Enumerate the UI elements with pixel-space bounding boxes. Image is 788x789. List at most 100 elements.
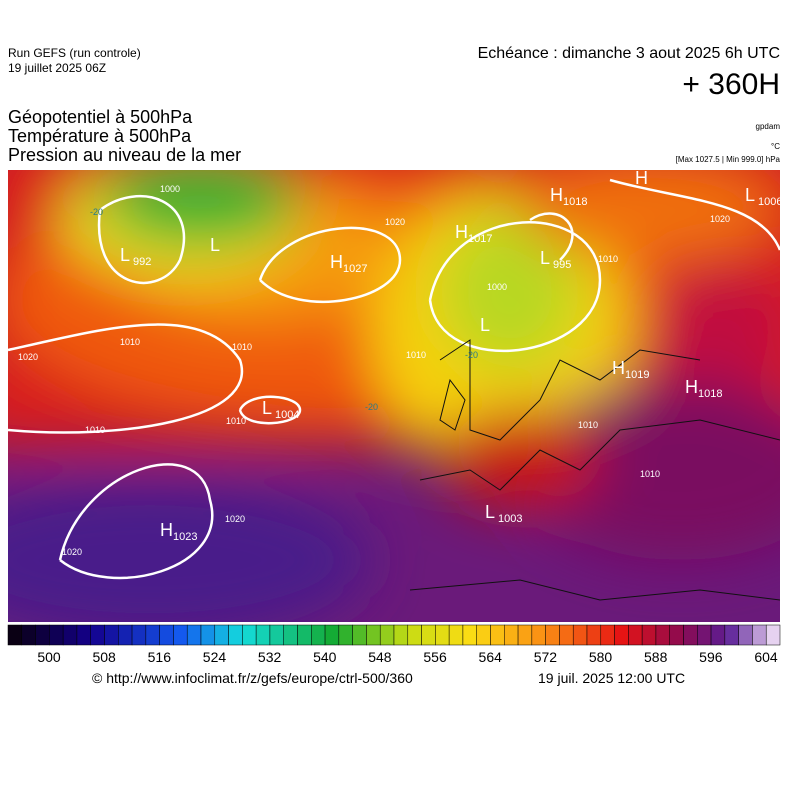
colorbar-swatch bbox=[21, 624, 36, 646]
colorbar-swatch bbox=[710, 624, 726, 646]
center-value: 992 bbox=[133, 256, 151, 268]
center-symbol: H bbox=[685, 377, 698, 397]
colorbar-swatch bbox=[724, 624, 739, 646]
colorbar-tick-label: 588 bbox=[644, 649, 668, 665]
colorbar-swatch bbox=[531, 624, 546, 646]
contour-label: 1020 bbox=[225, 514, 245, 524]
colorbar-swatch bbox=[131, 624, 147, 646]
colorbar-tick-label: 516 bbox=[148, 649, 172, 665]
colorbar-swatch bbox=[311, 624, 326, 646]
colorbar-swatch bbox=[104, 624, 119, 646]
colorbar-swatch bbox=[697, 624, 712, 646]
colorbar-swatch bbox=[338, 624, 353, 646]
unit: gpdam bbox=[755, 122, 780, 131]
coastlines bbox=[409, 339, 780, 601]
colorbar-tick-label: 548 bbox=[368, 649, 392, 665]
colorbar-swatch bbox=[214, 624, 229, 646]
colorbar-swatch bbox=[490, 624, 505, 646]
contour-label: 1000 bbox=[160, 184, 180, 194]
center-value: 995 bbox=[553, 259, 571, 271]
colorbar-swatch bbox=[738, 624, 753, 646]
colorbar-tick-label: 556 bbox=[423, 649, 447, 665]
colorbar-swatch bbox=[242, 624, 257, 646]
colorbar-tick-label: 524 bbox=[203, 649, 227, 665]
colorbar-tick-label: 508 bbox=[92, 649, 116, 665]
center-symbol: H bbox=[550, 185, 563, 205]
contour-label: 1000 bbox=[487, 282, 507, 292]
center-value: 1023 bbox=[173, 531, 197, 543]
center-symbol: L bbox=[745, 185, 755, 205]
colorbar-swatch bbox=[683, 624, 698, 646]
contour-label: -20 bbox=[90, 207, 103, 217]
colorbar-swatch bbox=[352, 624, 367, 646]
colorbar-swatch bbox=[765, 624, 781, 646]
colorbar-swatch bbox=[76, 624, 91, 646]
colorbar-swatch bbox=[628, 624, 643, 646]
colorbar-swatch bbox=[559, 624, 574, 646]
colorbar-swatch bbox=[297, 624, 312, 646]
center-symbol: L bbox=[540, 248, 550, 268]
contour-label: 1010 bbox=[640, 469, 660, 479]
field: Pression au niveau de la mer bbox=[8, 145, 242, 165]
colorbar-tick-label: 596 bbox=[699, 649, 723, 665]
colorbar-swatch bbox=[572, 624, 588, 646]
center-symbol: L bbox=[120, 245, 130, 265]
colorbar-swatch bbox=[545, 624, 560, 646]
colorbar-swatch bbox=[145, 624, 160, 646]
colorbar-tick-label: 604 bbox=[754, 649, 778, 665]
contour-label: -20 bbox=[365, 402, 378, 412]
colorbar: 500 508 516 524 532 540 548 556 564 572 580 588 596 6… bbox=[7, 624, 781, 665]
colorbar-swatch bbox=[324, 624, 340, 646]
colorbar-swatch bbox=[269, 624, 284, 646]
colorbar-tick-label: 540 bbox=[313, 649, 337, 665]
center-symbol: H bbox=[330, 252, 343, 272]
colorbar-swatch bbox=[49, 624, 64, 646]
fields: Géopotentiel à 500hPa Température à 500h… bbox=[8, 108, 241, 165]
footer-url: © http://www.infoclimat.fr/z/gefs/europe… bbox=[92, 670, 413, 686]
contour-label: -20 bbox=[465, 350, 478, 360]
center-value: 1018 bbox=[698, 388, 722, 400]
colorbar-tick-label: 572 bbox=[534, 649, 558, 665]
temperature-field bbox=[8, 170, 780, 622]
field: Température à 500hPa bbox=[8, 126, 192, 146]
colorbar-swatch bbox=[752, 624, 767, 646]
contour-label: 1010 bbox=[406, 350, 426, 360]
colorbar-swatch bbox=[255, 624, 271, 646]
colorbar-swatch bbox=[379, 624, 395, 646]
colorbar-swatch bbox=[517, 624, 533, 646]
center-symbol: H bbox=[455, 222, 468, 242]
center-value: 1019 bbox=[625, 369, 649, 381]
contour-label: 1010 bbox=[226, 416, 246, 426]
colorbar-swatch bbox=[669, 624, 684, 646]
contour-label: 1020 bbox=[18, 352, 38, 362]
center-value: 1027 bbox=[343, 263, 367, 275]
colorbar-swatch bbox=[90, 624, 105, 646]
colorbar-swatch bbox=[614, 624, 629, 646]
colorbar-tick-label: 580 bbox=[589, 649, 613, 665]
colorbar-tick-label: 564 bbox=[479, 649, 503, 665]
colorbar-swatch bbox=[641, 624, 657, 646]
footer-time: 19 juil. 2025 12:00 UTC bbox=[538, 670, 686, 686]
colorbar-swatch bbox=[393, 624, 409, 646]
colorbar-swatch bbox=[407, 624, 422, 646]
center-value: 1018 bbox=[563, 196, 587, 208]
colorbar-swatch bbox=[159, 624, 174, 646]
center-symbol: L bbox=[480, 315, 490, 335]
unit: [Max 1027.5 | Min 999.0] hPa bbox=[675, 155, 780, 164]
colorbar-swatch bbox=[186, 624, 202, 646]
colorbar-swatch bbox=[504, 624, 519, 646]
contour-label: 1020 bbox=[62, 547, 82, 557]
colorbar-swatch bbox=[448, 624, 464, 646]
colorbar-swatch bbox=[228, 624, 243, 646]
contour-label: 1010 bbox=[232, 342, 252, 352]
colorbar-swatch bbox=[118, 624, 133, 646]
colorbar-swatch bbox=[35, 624, 50, 646]
colorbar-swatch bbox=[173, 624, 188, 646]
center-symbol: H bbox=[635, 168, 648, 188]
unit: °C bbox=[771, 142, 780, 151]
colorbar-swatch bbox=[476, 624, 491, 646]
center-symbol: L bbox=[262, 398, 272, 418]
colorbar-swatch bbox=[200, 624, 216, 646]
